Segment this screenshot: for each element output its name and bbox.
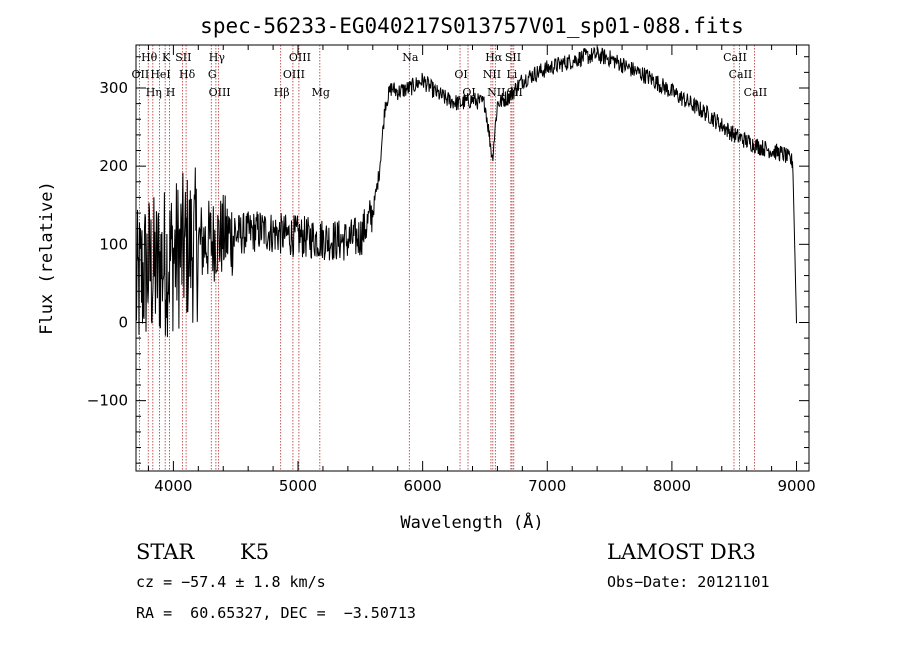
x-tick-label: 7000: [528, 477, 566, 495]
marker-label-3: K: [162, 51, 171, 64]
y-tick-label: 200: [99, 157, 128, 175]
spectral-subclass: K5: [240, 540, 270, 564]
marker-label-2: Hη: [146, 86, 162, 99]
marker-label-5: H: [166, 86, 176, 99]
marker-label-23: SII: [507, 86, 523, 99]
y-axis-label: Flux (relative): [37, 181, 57, 335]
chart-title: spec-56233-EG040217S013757V01_sp01-088.f…: [200, 14, 744, 38]
marker-label-14: Mg: [312, 86, 330, 99]
marker-label-0: Hθ: [141, 51, 158, 64]
y-tick-label: 0: [118, 313, 128, 331]
marker-label-1: OII: [132, 68, 150, 81]
marker-label-13: OIII: [283, 68, 305, 81]
x-axis-label: Wavelength (Å): [400, 511, 543, 533]
marker-label-4: HeI: [150, 68, 170, 81]
marker-label-8: OIII: [209, 86, 231, 99]
marker-label-18: Hα: [485, 51, 503, 64]
marker-label-6: SII: [175, 51, 191, 64]
coordinates: RA = 60.65327, DEC = −3.50713: [136, 604, 416, 622]
marker-label-10: G: [208, 68, 217, 81]
marker-label-7: Hδ: [179, 68, 196, 81]
marker-label-20: NII: [487, 86, 505, 99]
marker-label-21: SII: [505, 51, 521, 64]
x-tick-label: 9000: [777, 477, 815, 495]
marker-label-17: OI: [462, 86, 475, 99]
marker-label-25: CaII: [729, 68, 753, 81]
marker-label-26: CaII: [744, 86, 768, 99]
line-marker-labels: Hθ OII Hη K HeI H SII Hδ OIII Hγ G Hβ OIII OIII Mg Na OI…: [132, 51, 768, 99]
marker-label-24: CaII: [723, 51, 747, 64]
marker-label-15: Na: [402, 51, 419, 64]
marker-label-9: Hγ: [209, 51, 226, 64]
line-markers: [138, 45, 755, 471]
x-tick-label: 8000: [653, 477, 691, 495]
y-tick-label: 300: [99, 79, 128, 97]
marker-label-16: OI: [454, 68, 467, 81]
velocity-readout: cz = −57.4 ± 1.8 km/s: [136, 573, 326, 591]
obs-date: Obs−Date: 20121101: [607, 573, 770, 591]
survey-name: LAMOST DR3: [607, 540, 756, 564]
x-tick-label: 6000: [404, 477, 442, 495]
series-flux: [135, 46, 797, 338]
marker-label-22: Li: [506, 68, 517, 81]
marker-label-19: NII: [483, 68, 501, 81]
y-tick-label: −100: [87, 392, 128, 410]
y-tick-label: 100: [99, 235, 128, 253]
x-tick-label: 5000: [279, 477, 317, 495]
marker-label-11: Hβ: [274, 86, 290, 99]
marker-label-12: OIII: [289, 51, 311, 64]
axis-ticks: 4000 5000 6000 7000 8000 9000 −100 0 100 200 300: [87, 45, 816, 495]
x-tick-label: 4000: [154, 477, 192, 495]
object-type: STAR: [136, 540, 195, 564]
